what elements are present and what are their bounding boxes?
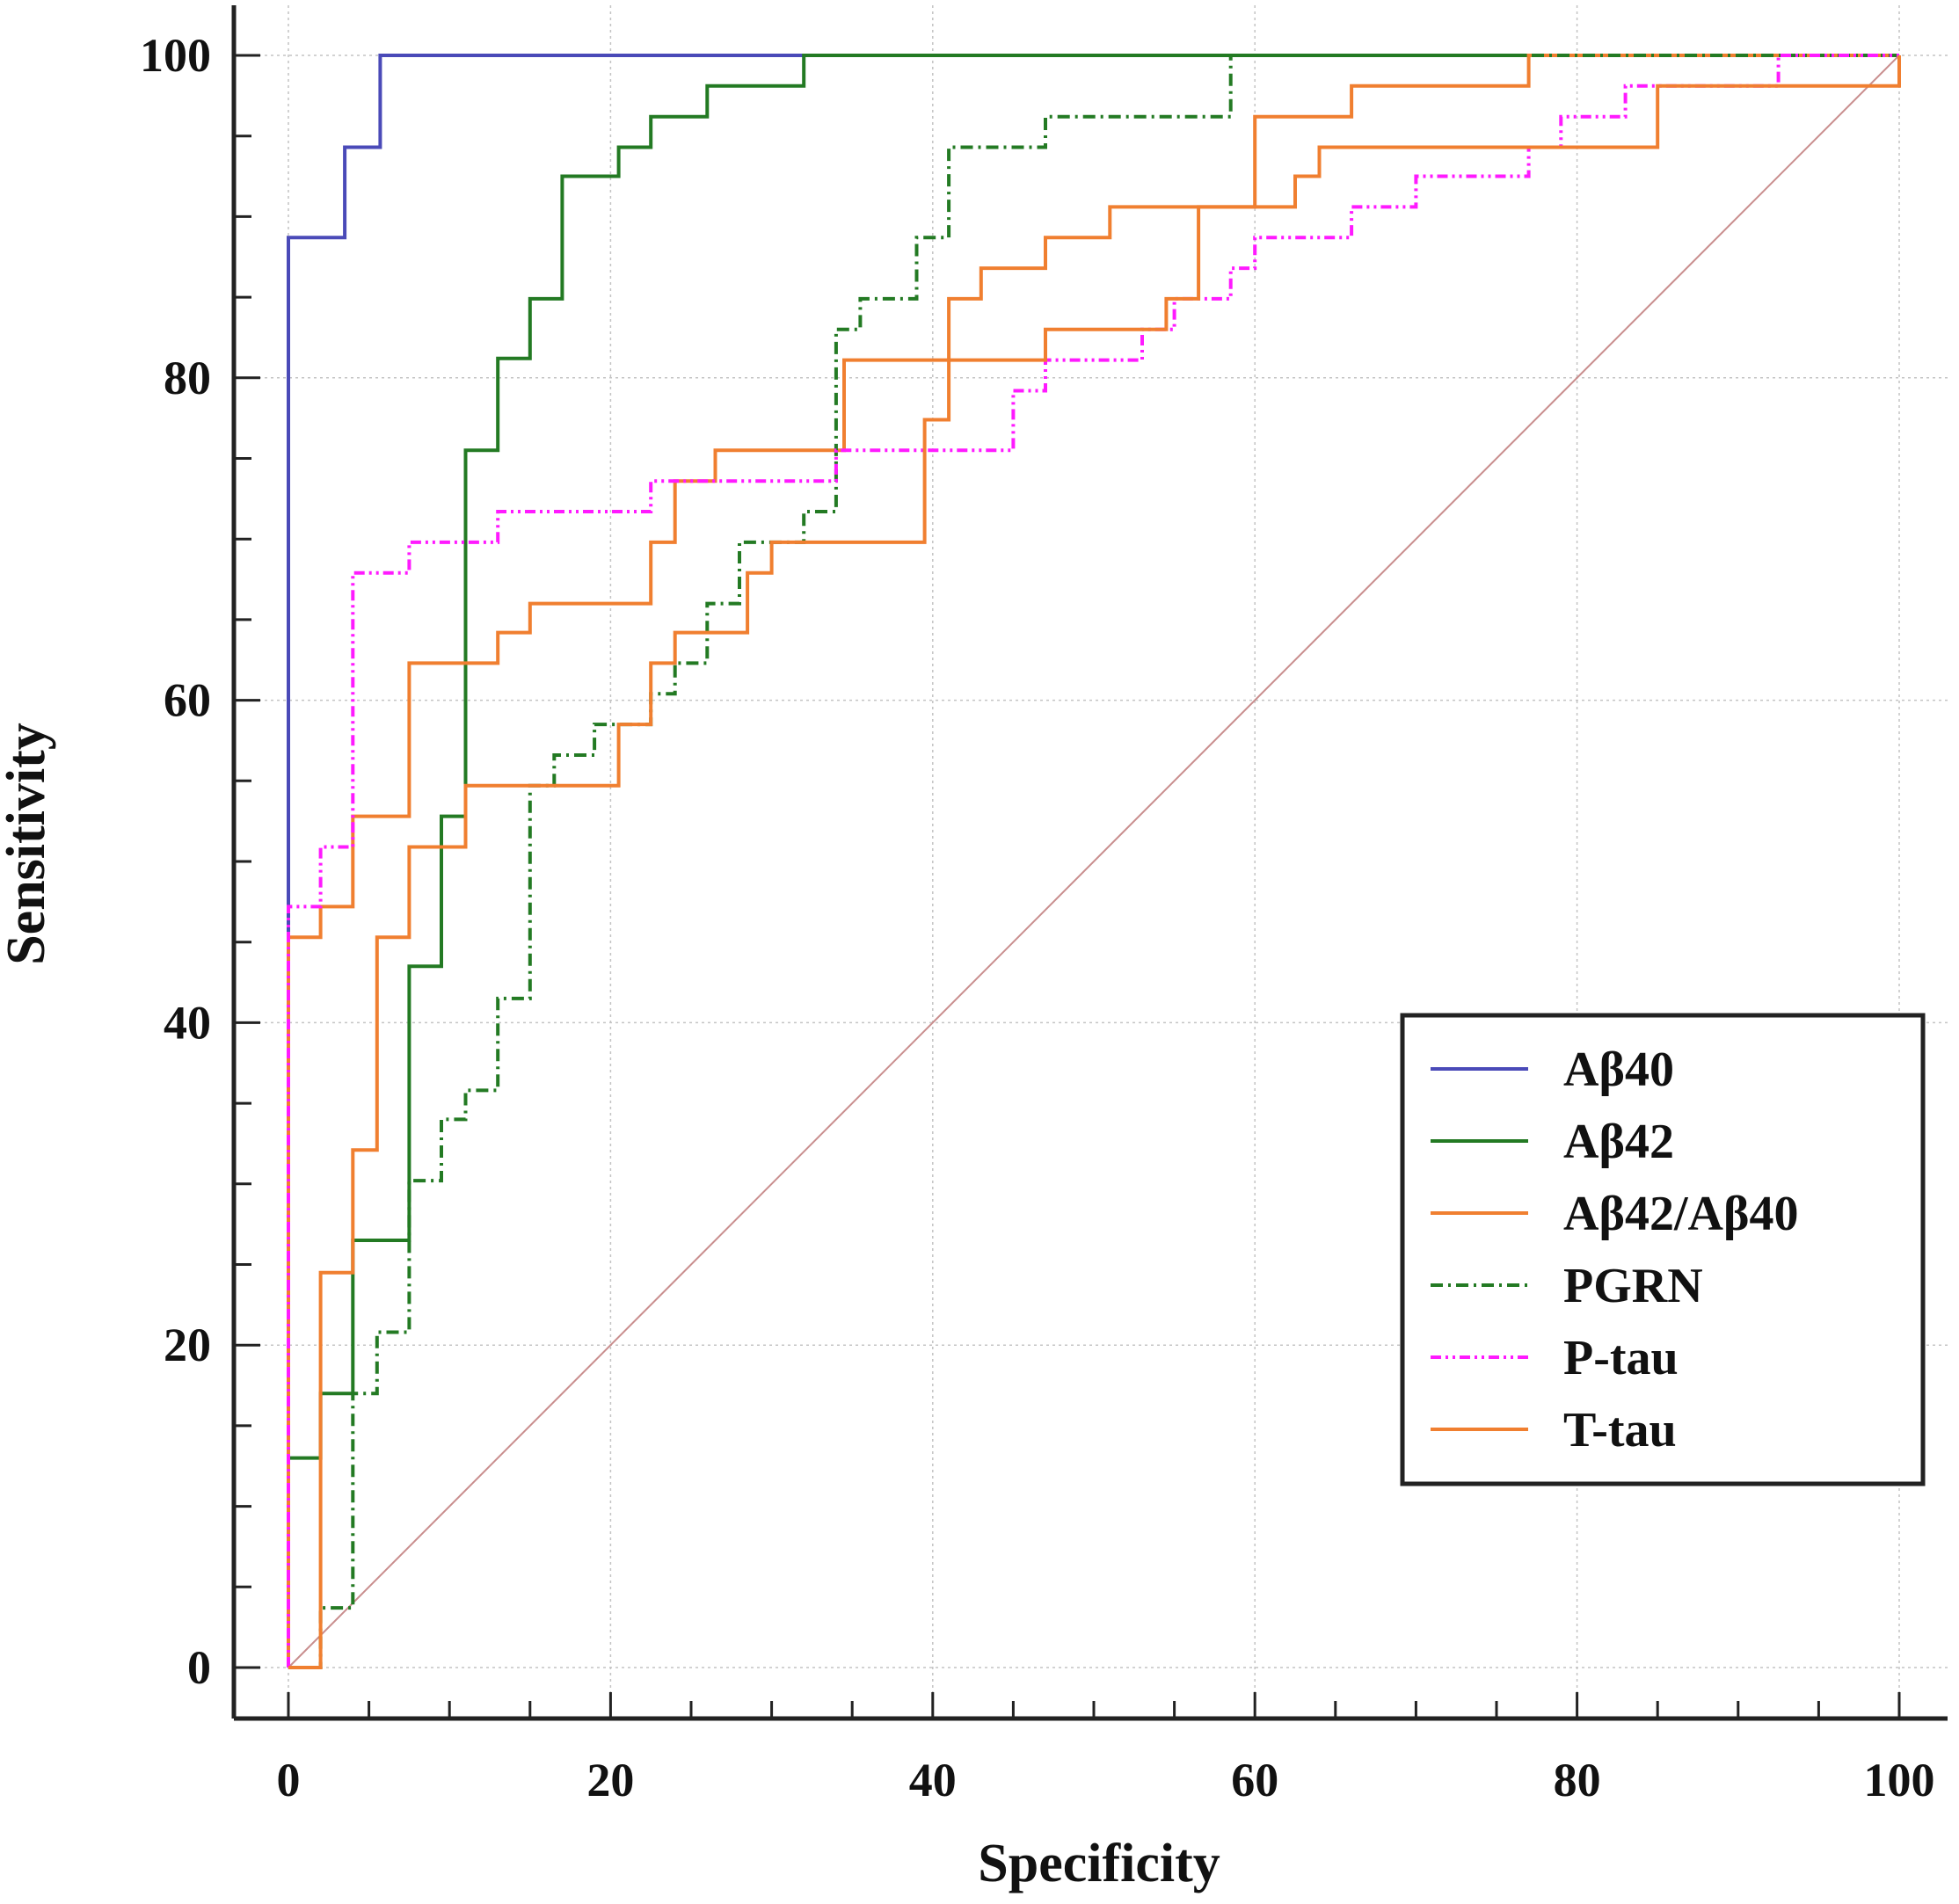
series-line-2 (287, 54, 1899, 1668)
series-line-0 (287, 54, 1899, 1668)
legend-label-0: Aβ40 (1563, 1043, 1674, 1097)
x-tick-label-0: 0 (277, 1754, 301, 1806)
legend-label-2: Aβ42/Aβ40 (1563, 1187, 1798, 1241)
tick-labels: 0 20 40 60 80 100 0 20 40 60 80 100 (140, 29, 1935, 1806)
x-tick-label-5: 100 (1864, 1754, 1935, 1806)
reference-diagonal (288, 55, 1900, 1668)
y-tick-label-4: 80 (164, 352, 211, 404)
series-lines (287, 54, 1901, 1669)
y-tick-label-3: 60 (164, 674, 211, 727)
legend-box (1400, 1013, 1926, 1486)
y-tick-label-1: 20 (164, 1319, 211, 1371)
ticks (234, 54, 1901, 1719)
x-axis-title: Specificity (978, 1834, 1220, 1893)
y-tick-label-2: 40 (164, 996, 211, 1049)
series-line-5 (288, 55, 1901, 1669)
x-tick-label-3: 60 (1231, 1754, 1278, 1806)
y-tick-label-5: 100 (140, 29, 211, 82)
y-tick-label-0: 0 (187, 1641, 211, 1694)
series-line-3 (288, 54, 1899, 1669)
legend-label-3: PGRN (1563, 1259, 1703, 1313)
legend-label-1: Aβ42 (1563, 1115, 1674, 1169)
series-line-1 (287, 54, 1899, 1668)
x-tick-label-1: 20 (586, 1754, 634, 1806)
legend-label-4: P-tau (1563, 1331, 1679, 1385)
legend-label-5: T-tau (1563, 1403, 1677, 1457)
x-tick-label-2: 40 (909, 1754, 957, 1806)
legend-items: Aβ40 Aβ42 Aβ42/Aβ40 PGRN P-tau T-tau (1431, 1043, 1798, 1457)
legend: Aβ40 Aβ42 Aβ42/Aβ40 PGRN P-tau T-tau (1400, 1013, 1926, 1486)
y-axis-title: Sensitivity (0, 723, 56, 965)
x-tick-label-4: 80 (1554, 1754, 1601, 1806)
